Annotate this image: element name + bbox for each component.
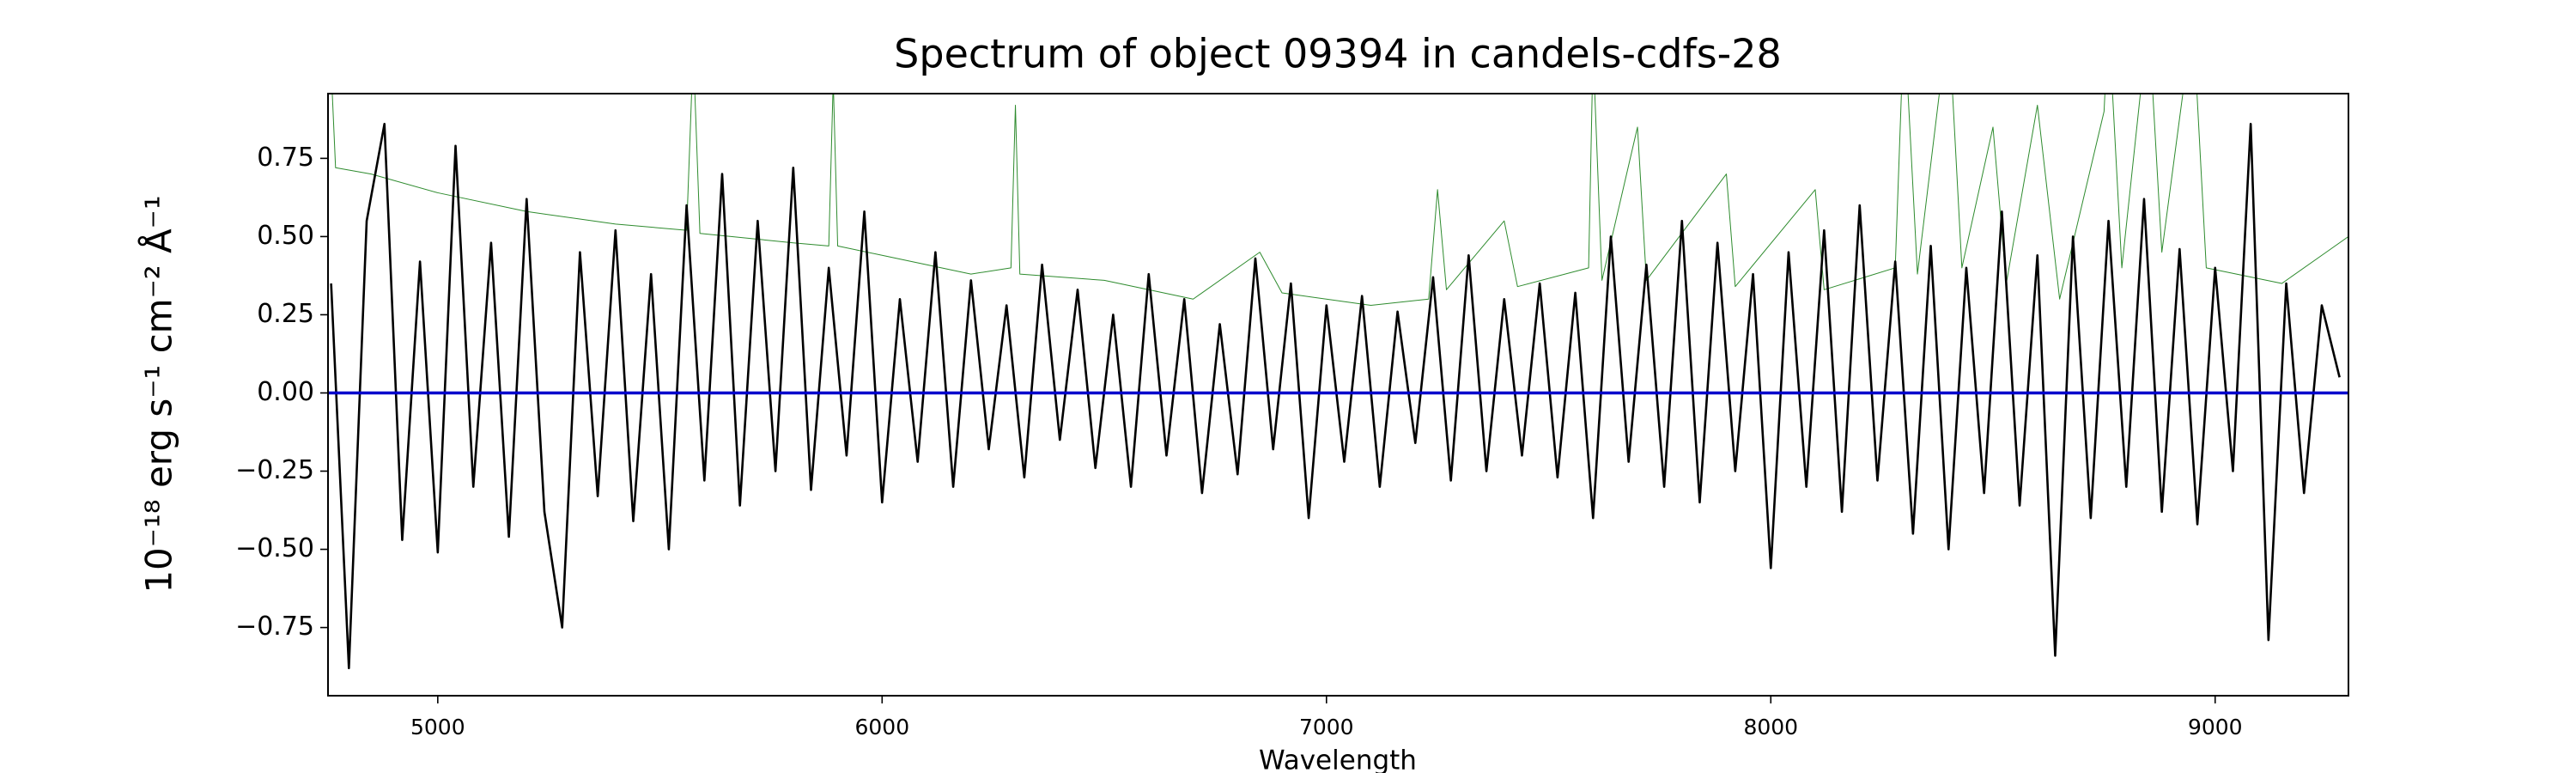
y-tick-label: −0.50 (235, 533, 314, 563)
x-tick-label: 5000 (410, 715, 465, 740)
y-tick-label: 0.50 (257, 221, 314, 251)
y-tick-label: −0.25 (235, 455, 314, 485)
chart-title: Spectrum of object 09394 in candels-cdfs… (894, 31, 1782, 77)
plot-frame (327, 93, 2349, 697)
y-tick-label: 0.00 (257, 377, 314, 407)
y-tick-label: −0.75 (235, 612, 314, 642)
x-tick-label: 6000 (854, 715, 909, 740)
x-tick-label: 8000 (1743, 715, 1798, 740)
y-tick-label: 0.75 (257, 143, 314, 173)
x-axis-label: Wavelength (1259, 746, 1417, 773)
plot-area (328, 94, 2348, 670)
spectrum-line (330, 123, 2341, 670)
y-tick-label: 0.25 (257, 299, 314, 329)
y-axis-label: 10⁻¹⁸ erg s⁻¹ cm⁻² Å⁻¹ (137, 195, 180, 593)
x-tick-label: 9000 (2188, 715, 2243, 740)
spectrum-line (331, 94, 2348, 307)
x-tick-label: 7000 (1299, 715, 1354, 740)
